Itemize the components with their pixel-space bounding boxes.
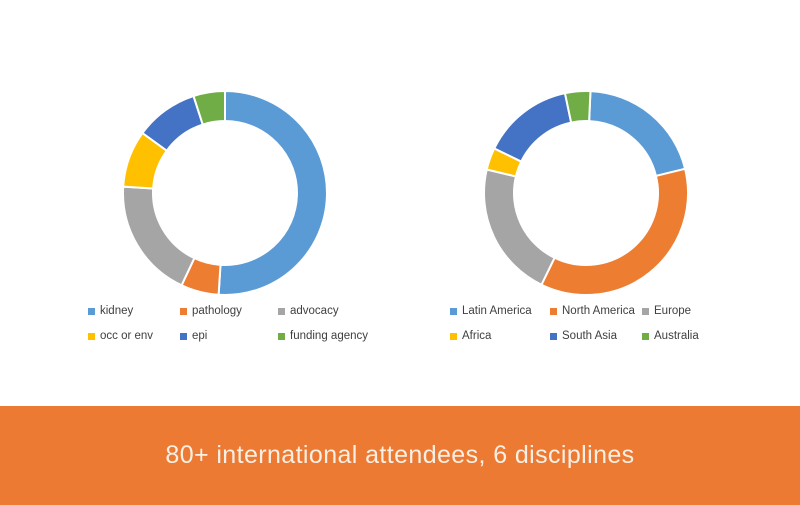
legend-marker-south-asia — [550, 332, 557, 340]
legend-marker-pathology — [180, 307, 187, 315]
donut-svg — [122, 90, 328, 296]
legend-label: Europe — [654, 305, 692, 317]
disciplines-legend: kidney pathology advocacy occ or env epi fund… — [88, 304, 368, 343]
donut-segment-kidney — [217, 90, 328, 296]
legend-item-south-asia: South Asia — [550, 329, 642, 343]
legend-marker-funding-agency — [278, 332, 285, 340]
donut-segment-funding-agency — [192, 90, 226, 126]
legend-item-latin-america: Latin America — [450, 304, 550, 318]
legend-item-funding-agency: funding agency — [278, 329, 368, 343]
legend-label: kidney — [100, 305, 134, 317]
donut-segment-latin-america — [588, 90, 687, 177]
legend-label: epi — [192, 330, 208, 342]
legend-marker-europe — [642, 307, 649, 315]
legend-item-advocacy: advocacy — [278, 304, 368, 318]
legend-marker-latin-america — [450, 307, 457, 315]
legend-label: advocacy — [290, 305, 339, 317]
legend-marker-australia — [642, 332, 649, 340]
regions-legend: Latin America North America Europe Africa So… — [450, 304, 699, 343]
legend-marker-kidney — [88, 307, 95, 315]
legend-label: occ or env — [100, 330, 154, 342]
legend-label: South Asia — [562, 330, 617, 342]
banner-text: 80+ international attendees, 6 disciplin… — [165, 441, 635, 469]
legend-item-australia: Australia — [642, 329, 699, 343]
legend-item-north-america: North America — [550, 304, 642, 318]
legend-label: Latin America — [462, 305, 532, 317]
legend-marker-occ-or-env — [88, 332, 95, 340]
legend-item-kidney: kidney — [88, 304, 180, 318]
legend-marker-africa — [450, 332, 457, 340]
legend-marker-epi — [180, 332, 187, 340]
legend-marker-advocacy — [278, 307, 285, 315]
legend-label: North America — [562, 305, 635, 317]
legend-item-epi: epi — [180, 329, 278, 343]
donut-segment-europe — [483, 168, 556, 286]
banner: 80+ international attendees, 6 disciplin… — [0, 406, 800, 505]
donut-segment-australia — [563, 90, 592, 124]
legend-item-africa: Africa — [450, 329, 550, 343]
legend-item-europe: Europe — [642, 304, 699, 318]
donut-segment-north-america — [540, 167, 689, 296]
donut-svg — [483, 90, 689, 296]
regions-donut-chart — [471, 78, 701, 308]
legend-item-occ-or-env: occ or env — [88, 329, 180, 343]
legend-label: pathology — [192, 305, 242, 317]
legend-label: Australia — [654, 330, 699, 342]
legend-label: Africa — [462, 330, 492, 342]
legend-marker-north-america — [550, 307, 557, 315]
legend-item-pathology: pathology — [180, 304, 278, 318]
disciplines-donut-chart — [110, 78, 340, 308]
legend-label: funding agency — [290, 330, 369, 342]
donut-segment-advocacy — [122, 185, 196, 287]
donut-segment-south-asia — [493, 92, 573, 163]
